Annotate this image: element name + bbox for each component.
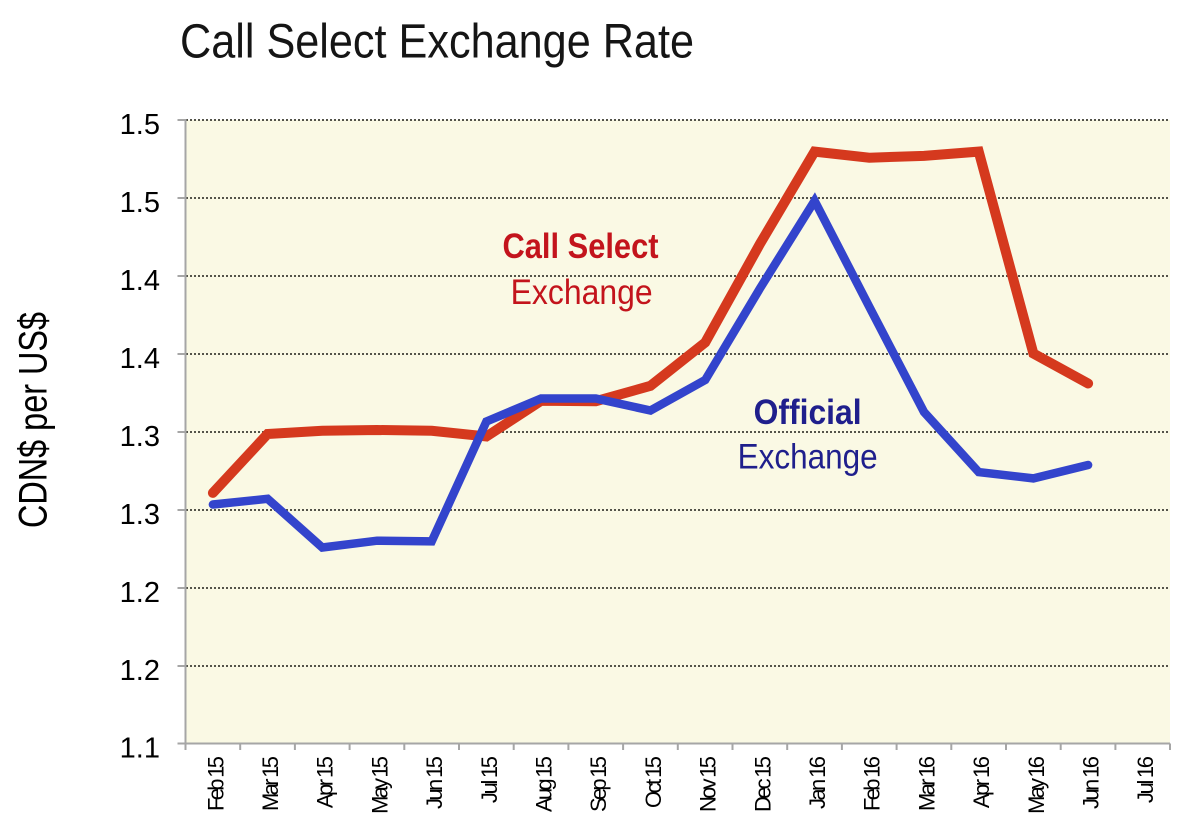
svg-text:Jun 15: Jun 15 [422,756,447,809]
svg-text:Official: Official [754,393,862,432]
svg-text:1.4: 1.4 [120,265,160,297]
svg-text:Feb 16: Feb 16 [860,756,885,811]
svg-text:Exchange: Exchange [511,273,653,312]
svg-text:1.4: 1.4 [120,343,160,375]
svg-text:Jan 16: Jan 16 [805,756,830,809]
svg-text:Apr 16: Apr 16 [969,756,994,808]
svg-text:Aug 15: Aug 15 [532,756,557,812]
svg-text:1.5: 1.5 [120,187,160,219]
svg-text:Mar 15: Mar 15 [258,756,283,811]
svg-text:1.5: 1.5 [120,109,160,141]
svg-text:Sep 15: Sep 15 [586,756,611,812]
svg-text:1.1: 1.1 [120,732,160,764]
svg-text:1.3: 1.3 [120,499,160,531]
svg-text:Nov 15: Nov 15 [696,756,721,812]
svg-text:CDN$ per US$: CDN$ per US$ [12,312,56,528]
svg-text:Feb 15: Feb 15 [203,756,228,811]
svg-text:Call Select Exchange Rate: Call Select Exchange Rate [180,16,694,69]
svg-text:Mar 16: Mar 16 [914,756,939,811]
svg-text:Call Select: Call Select [503,227,659,266]
svg-text:Oct 15: Oct 15 [641,756,666,808]
svg-text:Jul 16: Jul 16 [1133,756,1158,803]
svg-text:May 15: May 15 [367,756,392,814]
svg-text:May 16: May 16 [1024,756,1049,814]
svg-text:Exchange: Exchange [738,438,878,477]
svg-text:Jul 15: Jul 15 [477,756,502,803]
svg-text:1.3: 1.3 [120,421,160,453]
svg-text:1.2: 1.2 [120,577,160,609]
svg-text:Apr 15: Apr 15 [313,756,338,808]
svg-text:Dec 15: Dec 15 [750,756,775,812]
svg-text:Jun 16: Jun 16 [1079,756,1104,809]
svg-text:1.2: 1.2 [120,655,160,687]
